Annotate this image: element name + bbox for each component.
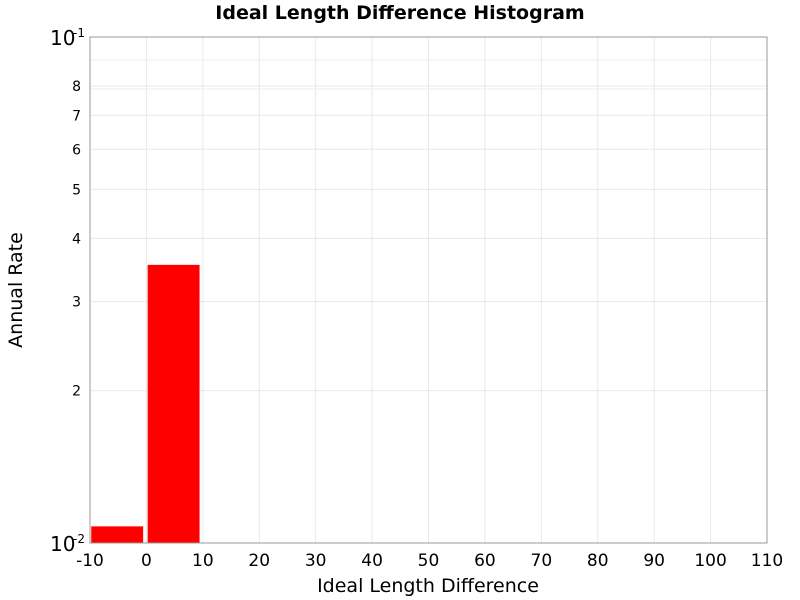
x-tick-label: 20 xyxy=(248,551,270,571)
x-tick-label: 100 xyxy=(694,551,726,571)
y-major-tick-base: 10 xyxy=(50,532,75,556)
x-tick-label: 60 xyxy=(474,551,496,571)
y-axis-label: Annual Rate xyxy=(5,232,27,348)
x-tick-labels: -10 0 10 20 30 40 50 60 70 80 90 100 110 xyxy=(76,551,783,571)
x-tick-label: 30 xyxy=(305,551,327,571)
y-tick-label: 8 xyxy=(72,79,81,95)
y-tick-label: 3 xyxy=(72,295,81,311)
x-tick-label: 10 xyxy=(192,551,214,571)
x-tick-label: 80 xyxy=(587,551,609,571)
x-axis-label: Ideal Length Difference xyxy=(317,575,539,597)
x-tick-label: 90 xyxy=(643,551,665,571)
y-major-tick-exponent: -1 xyxy=(73,26,85,40)
x-tick-label: 110 xyxy=(751,551,783,571)
y-tick-label: 5 xyxy=(72,182,81,198)
y-tick-label: 6 xyxy=(72,142,81,158)
histogram-bar xyxy=(147,264,201,544)
bars xyxy=(90,264,201,544)
y-tick-label: 7 xyxy=(72,108,81,124)
chart-title: Ideal Length Difference Histogram xyxy=(215,2,585,24)
plot-area-frame xyxy=(89,36,768,544)
histogram-bar xyxy=(90,525,144,544)
x-tick-label: 50 xyxy=(418,551,440,571)
y-tick-label: 4 xyxy=(72,231,81,247)
x-tick-label: 70 xyxy=(531,551,553,571)
x-tick-label: -10 xyxy=(76,551,104,571)
y-tick-label: 2 xyxy=(72,384,81,400)
y-major-tick-exponent: -2 xyxy=(73,532,85,546)
x-tick-label: 0 xyxy=(141,551,152,571)
x-tick-label: 40 xyxy=(361,551,383,571)
y-major-tick-base: 10 xyxy=(50,26,75,50)
